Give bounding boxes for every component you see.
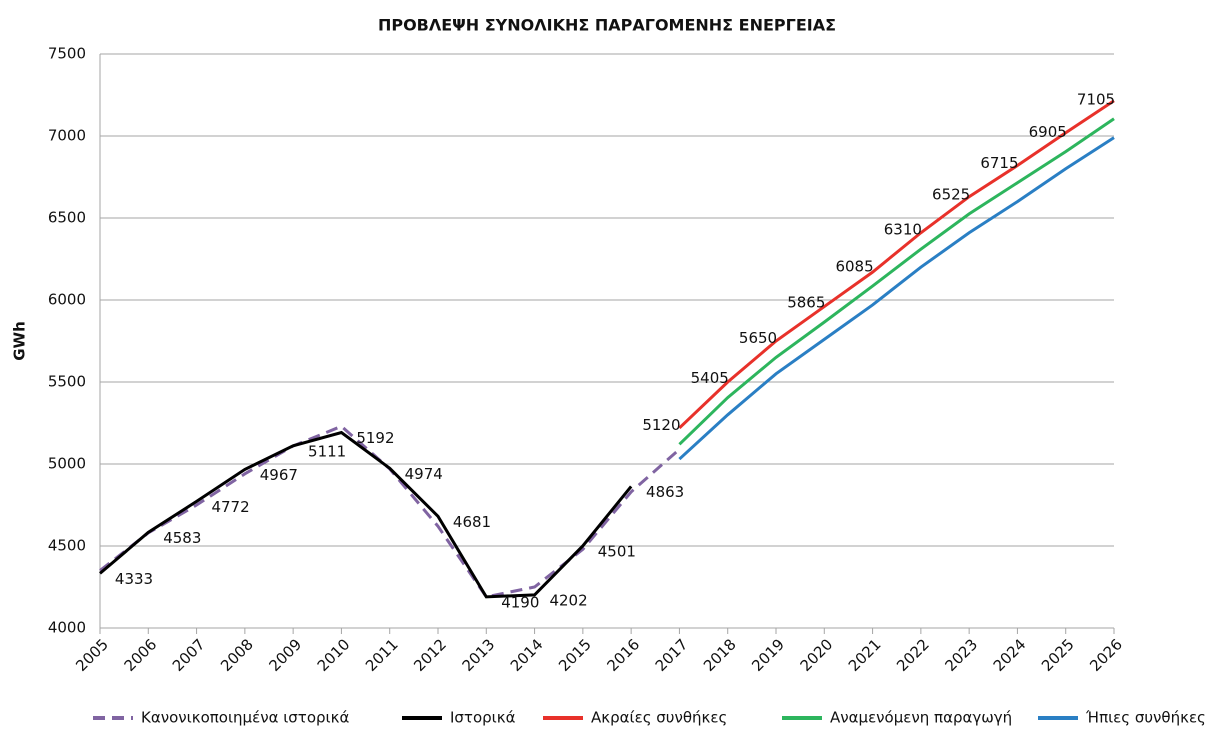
- series-line: [99, 430, 633, 599]
- y-tick-label: 6000: [48, 291, 86, 309]
- data-label: 4190: [501, 593, 539, 611]
- legend-label: Κανονικοποιημένα ιστορικά: [141, 709, 349, 727]
- data-label: 5192: [356, 429, 394, 447]
- x-tick-label: 2005: [72, 635, 112, 675]
- data-label: 6310: [884, 221, 922, 239]
- data-label: 4772: [211, 498, 249, 516]
- y-tick-label: 4500: [48, 537, 86, 555]
- y-tick-label: 7500: [48, 45, 86, 63]
- y-tick-label: 5500: [48, 373, 86, 391]
- data-label: 7105: [1077, 90, 1115, 108]
- data-label: 6715: [980, 154, 1018, 172]
- x-tick-label: 2006: [121, 635, 161, 675]
- data-label: 6905: [1029, 123, 1067, 141]
- series-line: [678, 136, 1115, 461]
- x-tick-label: 2023: [941, 635, 981, 675]
- data-label: 5865: [787, 294, 825, 312]
- data-label: 4501: [598, 542, 636, 560]
- data-label: 4202: [549, 591, 587, 609]
- chart-title: ΠΡΟΒΛΕΨΗ ΣΥΝΟΛΙΚΗΣ ΠΑΡΑΓΟΜΕΝΗΣ ΕΝΕΡΓΕΙΑΣ: [378, 16, 836, 35]
- y-tick-label: 4000: [48, 619, 86, 637]
- series-line: [678, 117, 1115, 446]
- data-label: 4974: [405, 465, 443, 483]
- x-tick-label: 2008: [217, 635, 257, 675]
- data-label: 5650: [739, 329, 777, 347]
- x-tick-label: 2016: [603, 635, 643, 675]
- x-tick-label: 2018: [700, 635, 740, 675]
- x-tick-label: 2011: [362, 635, 402, 675]
- data-label: 5111: [308, 442, 346, 460]
- data-label: 4863: [646, 483, 684, 501]
- x-tick-label: 2021: [845, 635, 885, 675]
- x-tick-label: 2020: [797, 635, 837, 675]
- series-line: [99, 424, 681, 599]
- data-label: 5405: [691, 369, 729, 387]
- x-tick-label: 2019: [748, 635, 788, 675]
- x-tick-label: 2010: [314, 635, 354, 675]
- x-tick-label: 2009: [265, 635, 305, 675]
- x-tick-label: 2007: [169, 635, 209, 675]
- x-tick-label: 2017: [652, 635, 692, 675]
- x-tick-label: 2015: [555, 635, 595, 675]
- x-tick-label: 2024: [990, 635, 1030, 675]
- data-label: 4967: [260, 466, 298, 484]
- y-tick-label: 5000: [48, 455, 86, 473]
- data-label: 6525: [932, 185, 970, 203]
- x-tick-label: 2025: [1038, 635, 1078, 675]
- data-label: 4333: [115, 570, 153, 588]
- data-label: 4583: [163, 529, 201, 547]
- y-tick-label: 6500: [48, 209, 86, 227]
- series-line: [678, 99, 1115, 430]
- legend-label: Αναμενόμενη παραγωγή: [830, 709, 1012, 727]
- legend-label: Ήπιες συνθήκες: [1085, 709, 1206, 727]
- x-tick-label: 2012: [410, 635, 450, 675]
- y-axis-label: GWh: [11, 321, 29, 361]
- x-tick-label: 2014: [507, 635, 547, 675]
- data-label: 5120: [642, 416, 680, 434]
- data-label: 4681: [453, 513, 491, 531]
- x-tick-label: 2022: [893, 635, 933, 675]
- x-tick-label: 2026: [1086, 635, 1126, 675]
- x-tick-label: 2013: [459, 635, 499, 675]
- data-label: 6085: [835, 258, 873, 276]
- legend-label: Ακραίες συνθήκες: [591, 709, 727, 727]
- legend-label: Ιστορικά: [450, 709, 516, 727]
- y-tick-label: 7000: [48, 127, 86, 145]
